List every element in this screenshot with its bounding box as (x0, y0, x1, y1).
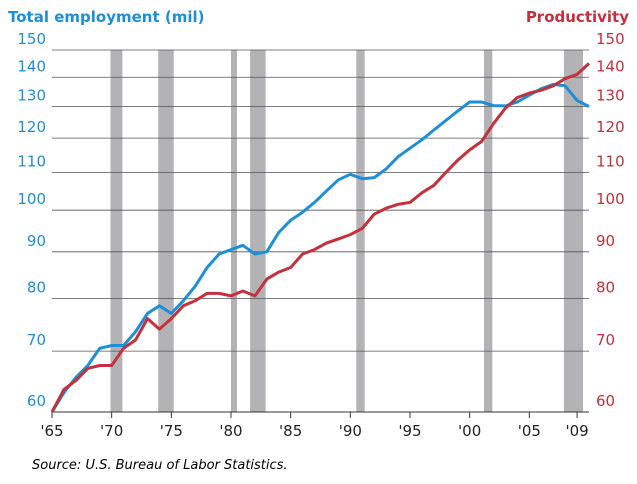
y2-tick-label: 60 (596, 392, 615, 410)
left-axis-title: Total employment (mil) (8, 8, 204, 26)
y2-tick-label: 70 (596, 331, 615, 349)
y2-tick-label: 150 (596, 30, 625, 48)
x-tick-label: '09 (565, 422, 588, 440)
series-line (50, 62, 591, 413)
y2-tick-label: 130 (596, 87, 625, 105)
x-tick-label: '65 (40, 422, 63, 440)
y2-tick-label: 110 (596, 153, 625, 171)
y-tick-label: 140 (17, 57, 46, 75)
recession-band (563, 50, 584, 412)
x-tick-label: '85 (279, 422, 302, 440)
y-tick-label: 70 (27, 331, 46, 349)
right-axis-title: Productivity (526, 8, 629, 26)
y-tick-label: 150 (17, 30, 46, 48)
recession-band (483, 50, 493, 412)
x-tick-label: '05 (518, 422, 541, 440)
recession-band (110, 50, 123, 412)
y-tick-label: 90 (27, 232, 46, 250)
series-line (50, 82, 590, 413)
recession-band (158, 50, 174, 412)
recession-band (231, 50, 237, 412)
y-tick-label: 130 (17, 87, 46, 105)
y2-tick-label: 80 (596, 278, 615, 296)
y-tick-label: 80 (27, 278, 46, 296)
y-tick-label: 110 (17, 153, 46, 171)
x-tick-label: '80 (219, 422, 242, 440)
x-tick-label: '70 (100, 422, 123, 440)
x-tick-label: '00 (458, 422, 481, 440)
y-tick-label: 100 (17, 190, 46, 208)
y-tick-label: 120 (17, 118, 46, 136)
x-tick-label: '90 (339, 422, 362, 440)
source-note: Source: U.S. Bureau of Labor Statistics. (32, 458, 288, 473)
recession-band (250, 50, 266, 412)
y2-tick-label: 140 (596, 57, 625, 75)
y-tick-label: 60 (27, 392, 46, 410)
x-tick-label: '75 (160, 422, 183, 440)
y2-tick-label: 120 (596, 118, 625, 136)
x-tick-label: '95 (398, 422, 421, 440)
y2-tick-label: 100 (596, 190, 625, 208)
y2-tick-label: 90 (596, 232, 615, 250)
